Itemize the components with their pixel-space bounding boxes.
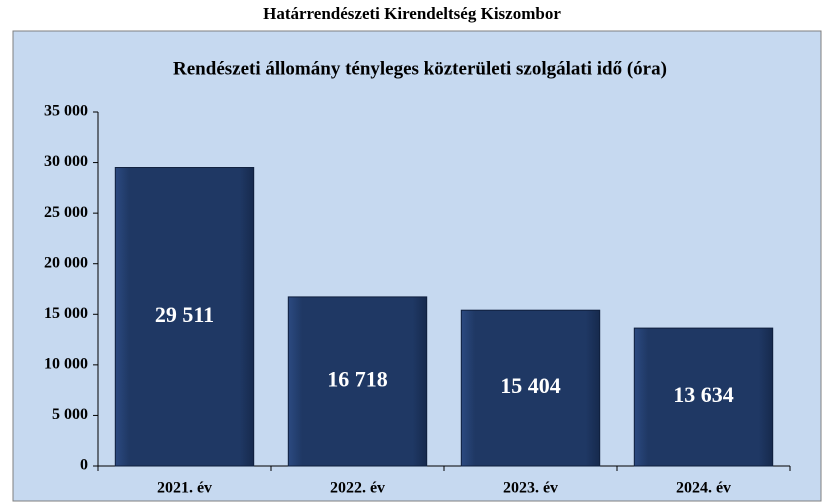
y-tick-label: 35 000: [44, 103, 88, 120]
chart-title: Határrendészeti Kirendeltség Kiszombor: [263, 4, 561, 23]
bar: [114, 167, 255, 467]
value-label: 13 634: [673, 382, 734, 407]
y-tick-label: 20 000: [44, 254, 88, 271]
y-tick-label: 30 000: [44, 153, 88, 170]
bar: [633, 327, 774, 467]
y-tick-label: 10 000: [44, 356, 88, 373]
value-label: 15 404: [500, 373, 561, 398]
y-tick-label: 15 000: [44, 305, 88, 322]
bar: [287, 296, 428, 467]
chart-subtitle: Rendészeti állomány tényleges közterület…: [173, 58, 667, 79]
x-tick-label: 2022. év: [330, 480, 385, 497]
x-tick-label: 2023. év: [503, 480, 558, 497]
x-tick-label: 2021. év: [157, 480, 212, 497]
value-label: 29 511: [155, 302, 214, 327]
y-tick-label: 25 000: [44, 204, 88, 221]
y-tick-label: 0: [80, 457, 88, 474]
value-label: 16 718: [327, 367, 388, 392]
bar: [460, 309, 601, 467]
x-tick-label: 2024. év: [676, 480, 731, 497]
y-tick-label: 5 000: [52, 406, 88, 423]
